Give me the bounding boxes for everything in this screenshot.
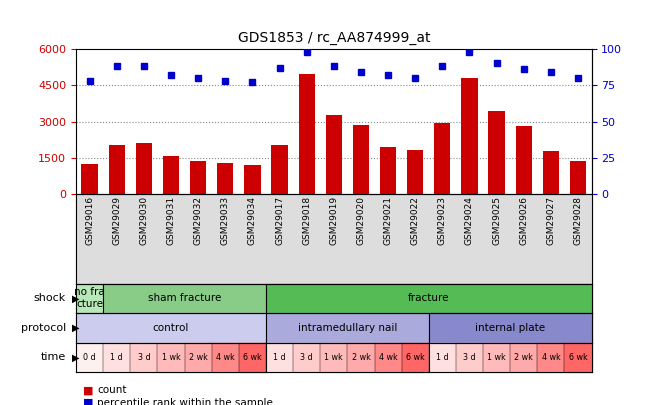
Bar (516, 126, 532, 194)
Text: 6 wk: 6 wk (568, 353, 588, 362)
Text: 1 wk: 1 wk (162, 353, 180, 362)
Text: time: time (41, 352, 66, 362)
Title: GDS1853 / rc_AA874999_at: GDS1853 / rc_AA874999_at (237, 31, 430, 45)
Bar (570, 161, 586, 194)
Text: 1 d: 1 d (436, 353, 449, 362)
Text: 1 wk: 1 wk (487, 353, 506, 362)
Text: fracture: fracture (408, 293, 449, 303)
Text: 3 d: 3 d (137, 353, 150, 362)
Text: 1 d: 1 d (110, 353, 123, 362)
Bar (353, 125, 369, 194)
Text: ▶: ▶ (72, 293, 80, 303)
Bar (272, 145, 288, 194)
Text: 6 wk: 6 wk (243, 353, 262, 362)
Bar (163, 156, 179, 194)
Text: 1 wk: 1 wk (325, 353, 343, 362)
Bar (190, 161, 206, 194)
Text: 3 d: 3 d (463, 353, 476, 362)
Text: 2 wk: 2 wk (188, 353, 208, 362)
Text: 0 d: 0 d (83, 353, 96, 362)
Bar (461, 78, 478, 194)
Bar (299, 74, 315, 194)
Text: ■: ■ (83, 398, 93, 405)
Text: intramedullary nail: intramedullary nail (297, 323, 397, 333)
Text: ▶: ▶ (72, 323, 80, 333)
Bar (326, 115, 342, 194)
Text: shock: shock (34, 293, 66, 303)
Bar (543, 151, 559, 194)
Text: sham fracture: sham fracture (148, 293, 221, 303)
Bar (81, 164, 98, 194)
Text: 3 d: 3 d (300, 353, 313, 362)
Bar (108, 145, 125, 194)
Bar (380, 147, 396, 194)
Text: protocol: protocol (21, 323, 66, 333)
Text: no fra
cture: no fra cture (74, 288, 105, 309)
Bar (407, 150, 423, 194)
Text: 6 wk: 6 wk (406, 353, 424, 362)
Bar (245, 164, 260, 194)
Text: 1 d: 1 d (273, 353, 286, 362)
Text: internal plate: internal plate (475, 323, 545, 333)
Bar (434, 123, 451, 194)
Text: 2 wk: 2 wk (514, 353, 533, 362)
Text: 4 wk: 4 wk (216, 353, 235, 362)
Text: ■: ■ (83, 386, 93, 395)
Text: percentile rank within the sample: percentile rank within the sample (97, 398, 273, 405)
Text: count: count (97, 386, 127, 395)
Bar (217, 163, 233, 194)
Bar (488, 111, 505, 194)
Text: 2 wk: 2 wk (352, 353, 370, 362)
Text: 4 wk: 4 wk (541, 353, 561, 362)
Text: 4 wk: 4 wk (379, 353, 397, 362)
Text: ▶: ▶ (72, 352, 80, 362)
Bar (136, 143, 152, 194)
Text: control: control (153, 323, 189, 333)
